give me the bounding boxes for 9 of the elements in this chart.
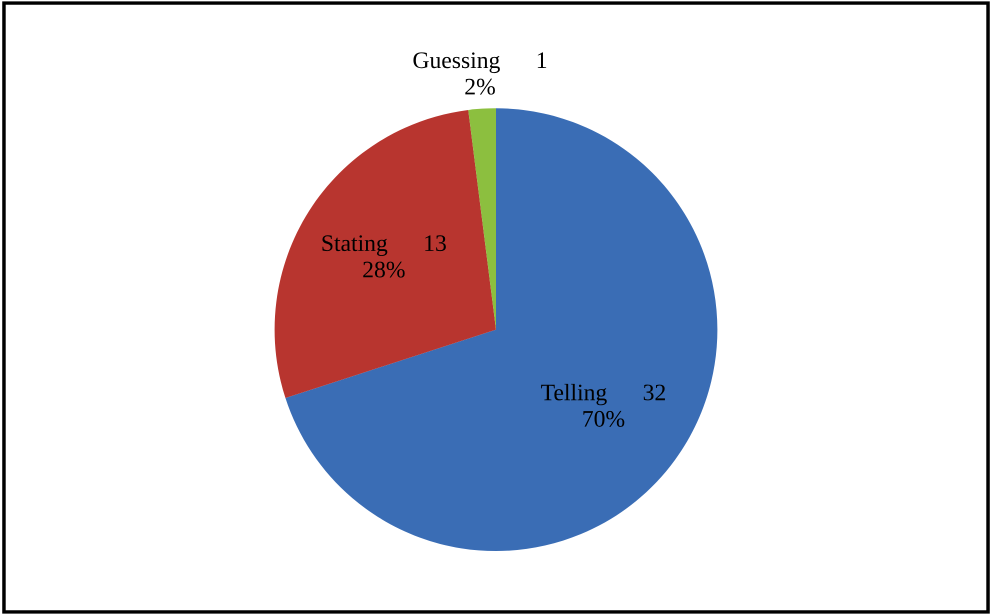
pie-slice <box>468 108 496 330</box>
slice-label: Guessing 1 <box>413 52 546 74</box>
pie-slice <box>274 110 496 398</box>
slice-label: Stating 13 <box>322 235 446 256</box>
slice-label: Telling 32 <box>541 384 665 406</box>
data-label: 70% <box>583 410 624 427</box>
data-label: 2% <box>465 78 495 95</box>
data-label: 28% <box>363 262 405 278</box>
pie-slice <box>285 108 718 551</box>
